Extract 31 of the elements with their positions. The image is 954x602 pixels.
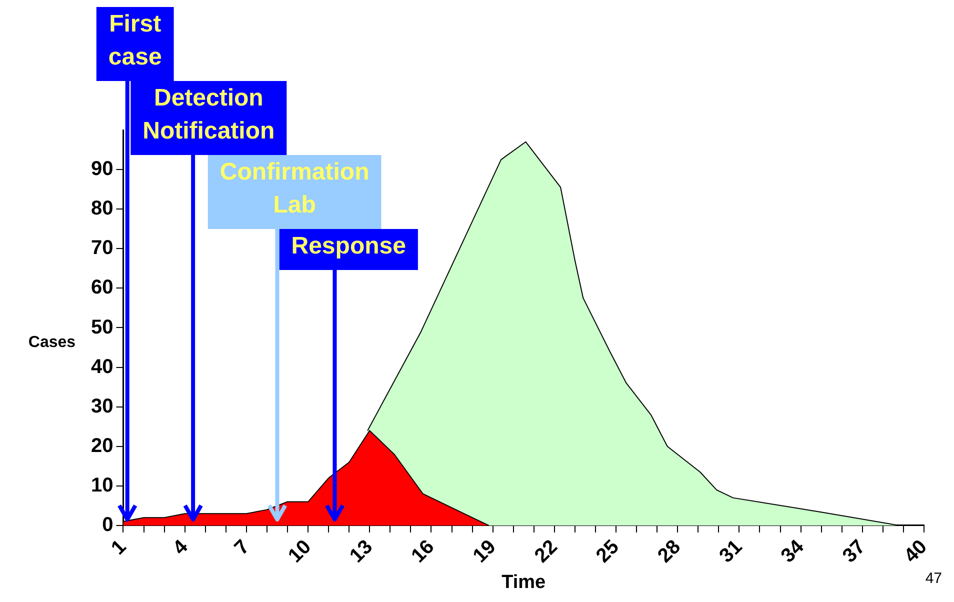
x-tick-label: 37 bbox=[838, 536, 870, 568]
page-number: 47 bbox=[925, 570, 942, 587]
y-tick-label: 40 bbox=[90, 356, 114, 378]
ref-line-label: Confirmation Lab bbox=[220, 158, 370, 219]
x-tick-label: 28 bbox=[654, 536, 686, 568]
x-tick-label: 25 bbox=[592, 536, 624, 568]
y-tick-label: 0 bbox=[102, 514, 114, 536]
x-tick-label: 22 bbox=[530, 536, 562, 568]
y-tick-label: 60 bbox=[90, 276, 114, 299]
y-axis-title: Cases bbox=[28, 334, 76, 352]
x-tick-label: 7 bbox=[230, 536, 254, 560]
x-tick-label: 13 bbox=[346, 536, 378, 568]
x-tick-label: 31 bbox=[715, 536, 747, 568]
x-tick-label: 16 bbox=[407, 536, 439, 568]
y-tick-label: 50 bbox=[90, 316, 114, 338]
x-tick-label: 4 bbox=[168, 535, 193, 560]
y-tick-label: 90 bbox=[90, 158, 114, 180]
x-tick-label: 1 bbox=[107, 536, 131, 560]
y-tick-label: 80 bbox=[90, 198, 114, 220]
y-tick-label: 20 bbox=[90, 434, 114, 457]
ref-line-label: Detection Notification bbox=[142, 84, 275, 145]
y-tick-label: 70 bbox=[90, 237, 114, 260]
ref-line-label: First case bbox=[108, 10, 162, 71]
x-axis-title: Time bbox=[502, 572, 546, 593]
ref-line-label: Response bbox=[291, 232, 406, 260]
y-tick-label: 30 bbox=[90, 395, 114, 418]
y-tick-label: 10 bbox=[90, 474, 114, 496]
x-tick-label: 10 bbox=[284, 536, 316, 568]
x-tick-label: 19 bbox=[468, 536, 500, 568]
x-tick-label: 40 bbox=[900, 536, 932, 568]
x-tick-label: 34 bbox=[776, 535, 809, 568]
